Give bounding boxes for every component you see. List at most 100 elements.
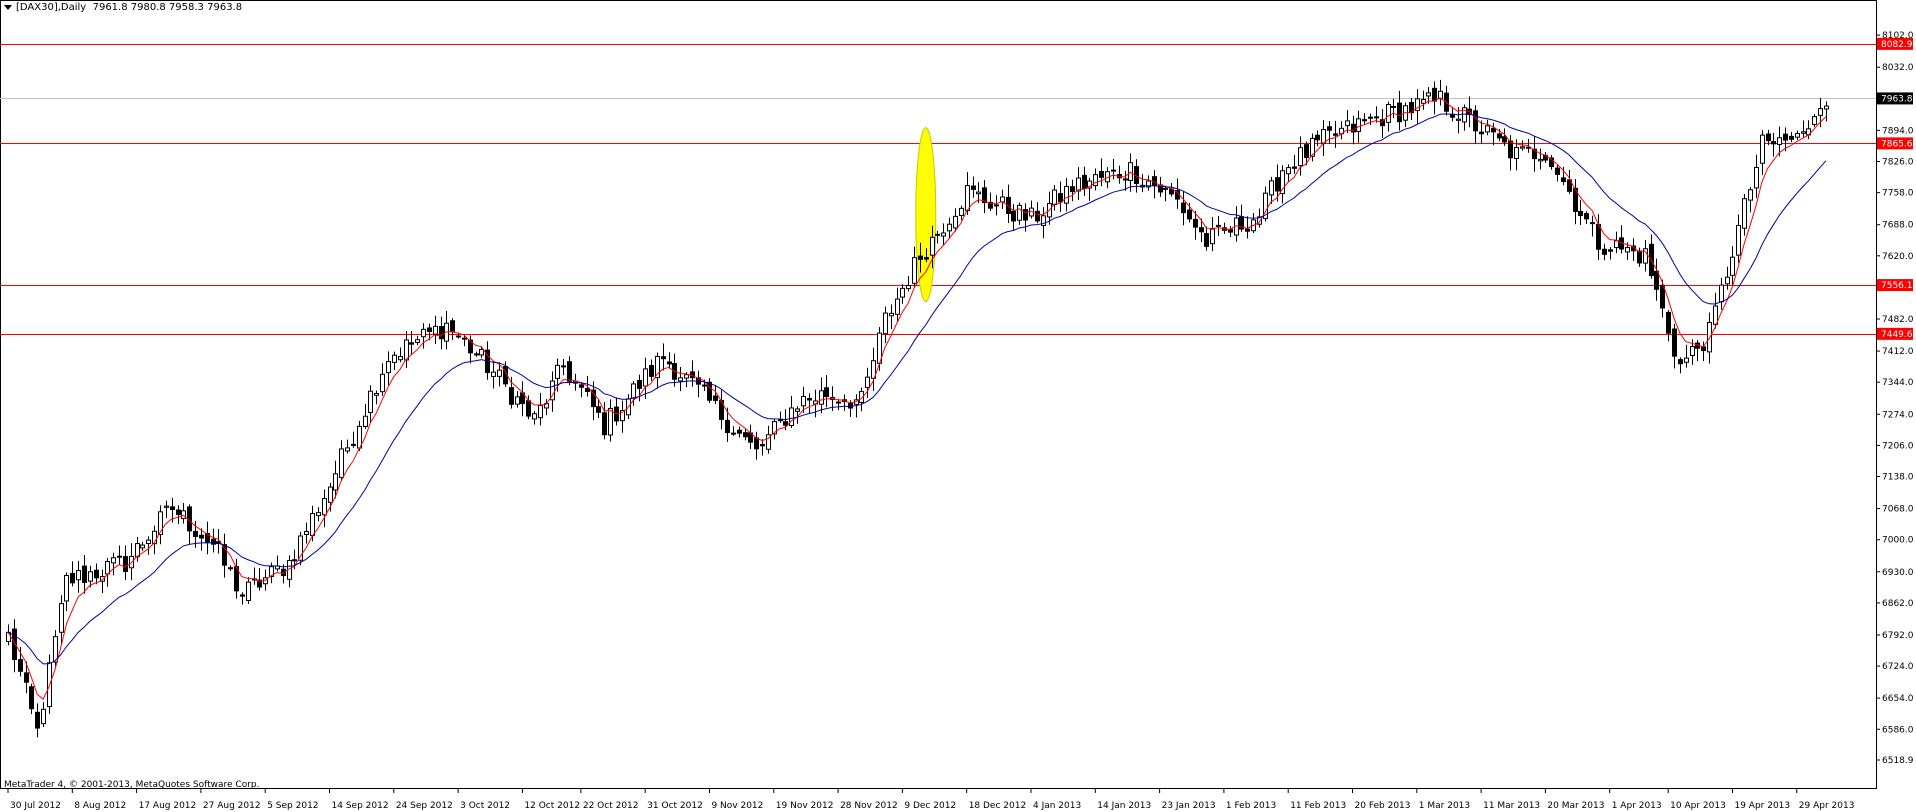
candle-body xyxy=(702,384,707,387)
candle-body xyxy=(801,395,806,407)
candle-body xyxy=(1146,180,1151,188)
candle-body xyxy=(1035,210,1040,222)
candle-body xyxy=(941,232,946,237)
price-tag-label: 7865.6 xyxy=(1881,139,1913,149)
time-tick-label: 24 Sep 2012 xyxy=(396,801,453,811)
candle-body xyxy=(292,559,297,562)
price-tick-label: 6862.0 xyxy=(1882,599,1914,609)
candle-body xyxy=(766,434,771,450)
candle-body xyxy=(1678,359,1683,365)
candle-body xyxy=(76,570,81,581)
candle xyxy=(479,346,484,359)
candle xyxy=(1111,158,1116,180)
price-tag-box xyxy=(1877,37,1913,50)
time-tick-label: 14 Sep 2012 xyxy=(332,801,389,811)
candle-body xyxy=(1625,247,1630,253)
candle-body xyxy=(509,387,514,405)
candle-body xyxy=(1391,105,1396,108)
time-tick-label: 30 Jul 2012 xyxy=(10,801,61,811)
candle xyxy=(439,316,444,350)
candle xyxy=(152,525,157,555)
candle-body xyxy=(59,603,64,633)
time-tick-label: 9 Nov 2012 xyxy=(711,801,763,811)
candle xyxy=(520,381,525,417)
candle-body xyxy=(234,566,239,592)
candle-body xyxy=(1058,193,1063,203)
candle-body xyxy=(1789,135,1794,140)
candle xyxy=(1269,176,1274,204)
candle-body xyxy=(1684,357,1689,363)
candle-body xyxy=(398,356,403,361)
candle-body xyxy=(1713,305,1718,325)
candle xyxy=(287,555,292,588)
candle xyxy=(772,418,777,440)
candle xyxy=(29,683,34,715)
candle xyxy=(678,366,683,392)
candle-body xyxy=(532,413,537,420)
candle xyxy=(1362,113,1367,126)
candle xyxy=(1035,202,1040,224)
candle xyxy=(41,702,46,727)
candle-body xyxy=(415,339,420,343)
candle-body xyxy=(1216,224,1221,227)
candle xyxy=(649,359,654,381)
candle-body xyxy=(380,373,385,393)
candle xyxy=(427,323,432,341)
candle xyxy=(1321,120,1326,157)
candle xyxy=(211,528,216,553)
dropdown-triangle-icon[interactable] xyxy=(4,4,12,10)
candle xyxy=(515,391,520,408)
candle-body xyxy=(1321,129,1326,144)
time-tick-label: 8 Aug 2012 xyxy=(74,801,126,811)
candle-body xyxy=(935,233,940,236)
time-tick-label: 29 Apr 2013 xyxy=(1799,801,1855,811)
candle xyxy=(865,367,870,398)
candle xyxy=(743,428,748,441)
candle-body xyxy=(12,628,17,661)
candle xyxy=(1462,104,1467,131)
candle xyxy=(1672,323,1677,369)
candle-body xyxy=(1386,103,1391,123)
candle xyxy=(766,425,771,454)
candle xyxy=(240,592,245,605)
candle xyxy=(1368,113,1373,126)
candle-body xyxy=(959,207,964,217)
time-tick-label: 1 Mar 2013 xyxy=(1419,801,1470,811)
candle xyxy=(912,246,917,289)
candle xyxy=(1795,130,1800,140)
candle xyxy=(18,646,23,677)
candle xyxy=(1614,231,1619,254)
candle-body xyxy=(1818,108,1823,116)
candle-body xyxy=(140,544,145,549)
candle-body xyxy=(1298,147,1303,167)
candle-body xyxy=(146,539,151,545)
candle-body xyxy=(1415,98,1420,111)
price-tick-label: 7138.0 xyxy=(1882,473,1914,483)
candle-body xyxy=(351,443,356,446)
candle xyxy=(234,558,239,599)
candle xyxy=(842,394,847,411)
candle-body xyxy=(783,421,788,426)
candle xyxy=(1520,140,1525,151)
candle-body xyxy=(1736,224,1741,256)
candle xyxy=(1730,246,1735,285)
candle xyxy=(1748,187,1753,213)
candle xyxy=(345,439,350,454)
candle-body xyxy=(404,339,409,361)
candle-body xyxy=(450,320,455,333)
candle-body xyxy=(1199,227,1204,233)
candle xyxy=(947,217,952,239)
price-tick-label: 6724.0 xyxy=(1882,662,1914,672)
candle xyxy=(1327,121,1332,144)
candle-body xyxy=(462,337,467,340)
candle xyxy=(12,619,17,673)
candle xyxy=(889,304,894,330)
copyright-text: MetaTrader 4, © 2001-2013, MetaQuotes So… xyxy=(4,780,260,790)
candle xyxy=(994,195,999,216)
candle-body xyxy=(41,708,46,725)
candle-body xyxy=(1333,133,1338,136)
candle-body xyxy=(316,512,321,517)
candle xyxy=(731,426,736,436)
candle-body xyxy=(322,498,327,516)
